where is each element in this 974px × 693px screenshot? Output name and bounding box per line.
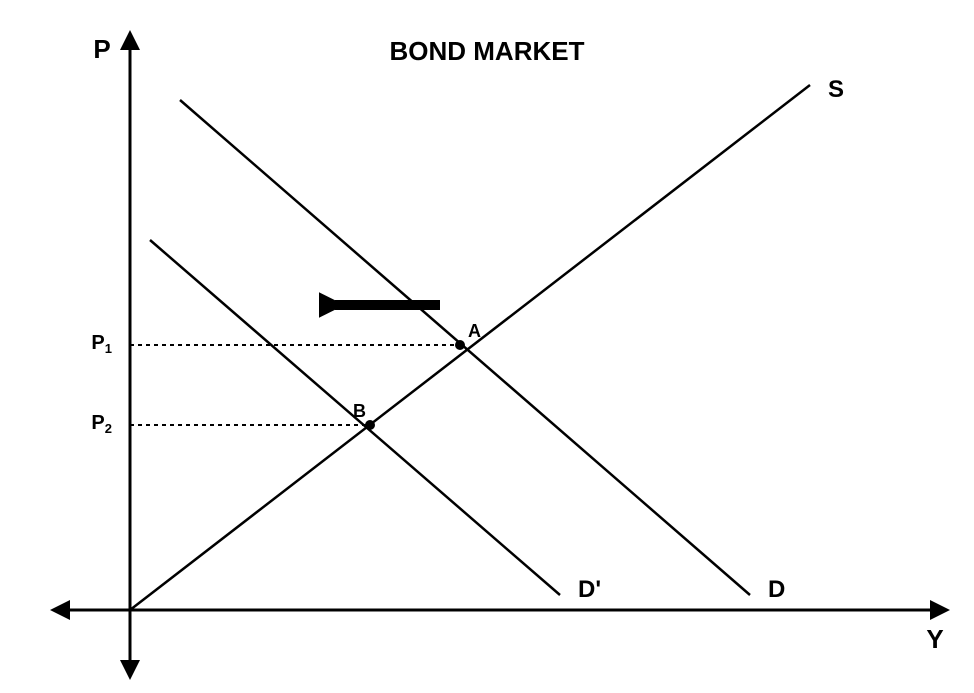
supply-label: S <box>828 76 844 103</box>
point-a <box>455 340 465 350</box>
price-label-p1: P1 <box>91 332 112 356</box>
point-b-label: B <box>353 401 366 421</box>
x-axis-label: Y <box>926 624 943 654</box>
supply-line <box>130 85 810 610</box>
point-a-label: A <box>468 321 481 341</box>
demand-line-original <box>180 100 750 595</box>
demand-shifted-label: D' <box>578 576 601 603</box>
y-axis-label: P <box>93 34 110 64</box>
chart-title: BOND MARKET <box>390 36 585 66</box>
demand-original-label: D <box>768 576 785 603</box>
bond-market-diagram: BOND MARKET P Y S D D' A B P1 P2 <box>0 0 974 693</box>
price-label-p2: P2 <box>91 412 112 436</box>
point-b <box>365 420 375 430</box>
